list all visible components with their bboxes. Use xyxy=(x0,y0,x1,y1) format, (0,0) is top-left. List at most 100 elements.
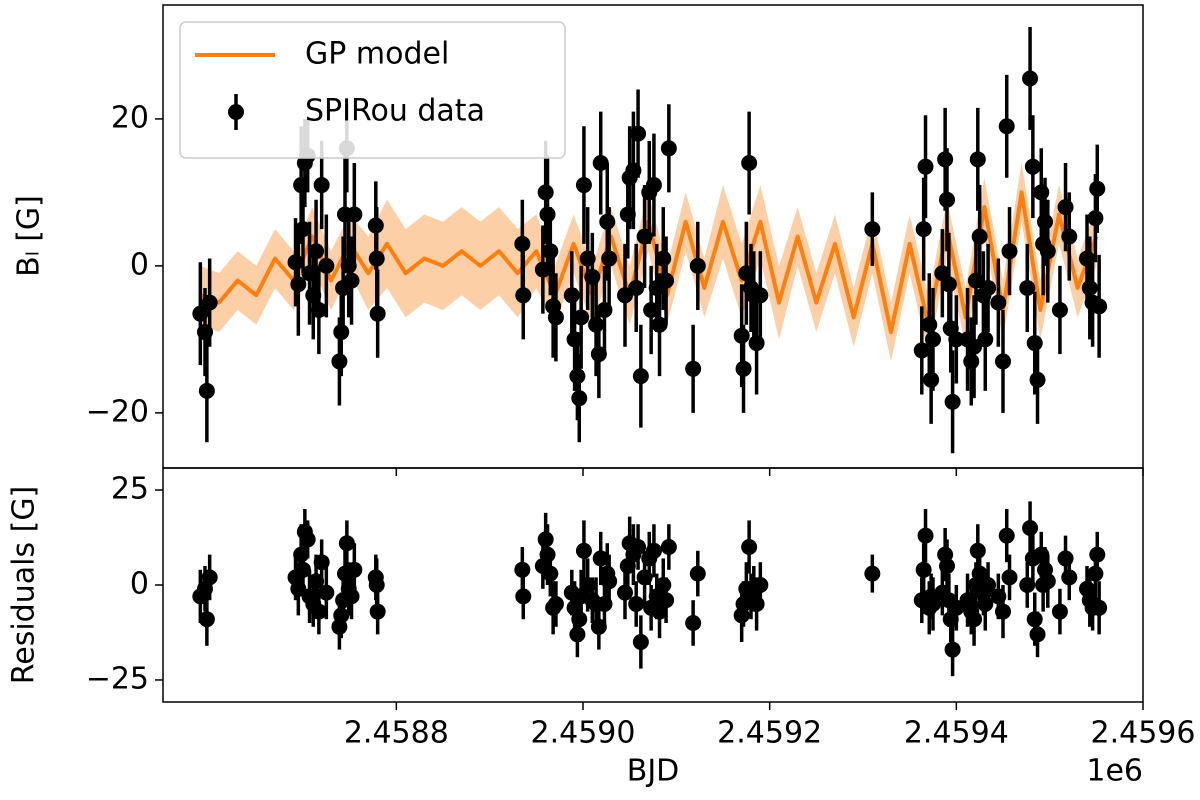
data-point xyxy=(937,151,954,168)
axes-frame xyxy=(162,467,1144,703)
data-point xyxy=(596,301,613,318)
data-point xyxy=(290,276,307,293)
plot-area xyxy=(192,501,1108,677)
data-point xyxy=(596,595,613,612)
data-point xyxy=(338,535,355,552)
data-point xyxy=(571,611,588,628)
data-point xyxy=(301,265,318,282)
data-point xyxy=(944,393,961,410)
legend-box xyxy=(179,21,566,159)
data-point xyxy=(625,162,642,179)
data-point xyxy=(921,316,938,333)
data-point xyxy=(1029,626,1046,643)
data-point xyxy=(1033,546,1050,563)
data-point xyxy=(741,155,758,172)
legend-label: GP model xyxy=(305,37,449,72)
plot-area xyxy=(192,27,1108,454)
data-point xyxy=(998,118,1015,135)
data-point xyxy=(1091,599,1108,616)
data-point xyxy=(369,305,386,322)
data-point xyxy=(980,279,997,296)
data-point xyxy=(331,353,348,370)
data-point xyxy=(534,261,551,278)
y-axis-label: Residuals [G] xyxy=(7,486,42,685)
data-point xyxy=(748,595,765,612)
data-point xyxy=(913,342,930,359)
data-point xyxy=(1089,546,1106,563)
data-point xyxy=(940,276,957,293)
data-point xyxy=(599,213,616,230)
data-point xyxy=(977,595,994,612)
data-point xyxy=(971,228,988,245)
x-tick-label: 2.4590 xyxy=(531,716,636,751)
data-point xyxy=(617,584,633,601)
data-point xyxy=(198,611,215,628)
data-point xyxy=(1091,298,1108,315)
data-point xyxy=(1039,243,1056,260)
data-point xyxy=(1057,199,1074,216)
data-point xyxy=(643,301,660,318)
data-point xyxy=(864,565,881,582)
data-point xyxy=(1022,70,1039,87)
data-point xyxy=(689,257,706,274)
data-point xyxy=(645,177,662,194)
data-point xyxy=(198,382,215,399)
data-point xyxy=(636,228,653,245)
data-point xyxy=(575,542,592,559)
data-point xyxy=(689,565,706,582)
data-point xyxy=(346,206,363,223)
data-point xyxy=(735,360,752,377)
x-tick-label: 2.4588 xyxy=(344,716,449,751)
data-point xyxy=(651,316,668,333)
data-point xyxy=(990,588,1007,605)
data-point xyxy=(305,287,322,304)
data-point xyxy=(685,614,702,631)
data-point xyxy=(295,221,311,238)
data-point xyxy=(579,250,596,267)
data-point xyxy=(733,327,750,344)
data-point xyxy=(658,272,675,289)
data-point xyxy=(1001,569,1018,586)
data-point xyxy=(1024,158,1041,175)
data-point xyxy=(948,331,965,348)
data-point xyxy=(915,221,932,238)
y-tick-label: 25 xyxy=(111,472,149,507)
data-point xyxy=(630,539,647,556)
data-point xyxy=(308,573,325,590)
data-point xyxy=(318,584,335,601)
data-point xyxy=(590,346,607,363)
data-point xyxy=(579,577,596,593)
data-point xyxy=(752,287,769,304)
data-point xyxy=(963,353,980,370)
data-point xyxy=(295,561,311,578)
data-point xyxy=(514,235,531,252)
data-point xyxy=(1026,611,1043,628)
x-offset-label: 1e6 xyxy=(1086,754,1143,789)
y-tick-label: −25 xyxy=(86,661,149,696)
data-point xyxy=(537,531,554,548)
data-point xyxy=(367,217,384,234)
data-point xyxy=(515,588,532,605)
data-point xyxy=(990,294,1007,311)
data-point xyxy=(333,324,350,341)
data-point xyxy=(369,603,386,620)
data-point xyxy=(1051,301,1068,318)
data-point xyxy=(340,257,357,274)
data-point xyxy=(741,539,758,556)
data-point xyxy=(313,554,330,571)
data-point xyxy=(592,550,609,567)
data-point xyxy=(514,561,531,578)
x-tick-label: 2.4596 xyxy=(1091,716,1196,751)
data-point xyxy=(752,577,769,593)
data-point xyxy=(1039,573,1056,590)
data-point xyxy=(1061,228,1078,245)
data-point xyxy=(917,158,934,175)
data-point xyxy=(1001,243,1018,260)
data-point xyxy=(569,626,586,643)
data-point xyxy=(685,360,702,377)
data-point xyxy=(969,542,986,559)
data-point xyxy=(575,177,592,194)
data-point xyxy=(197,324,213,341)
data-point xyxy=(601,250,618,267)
